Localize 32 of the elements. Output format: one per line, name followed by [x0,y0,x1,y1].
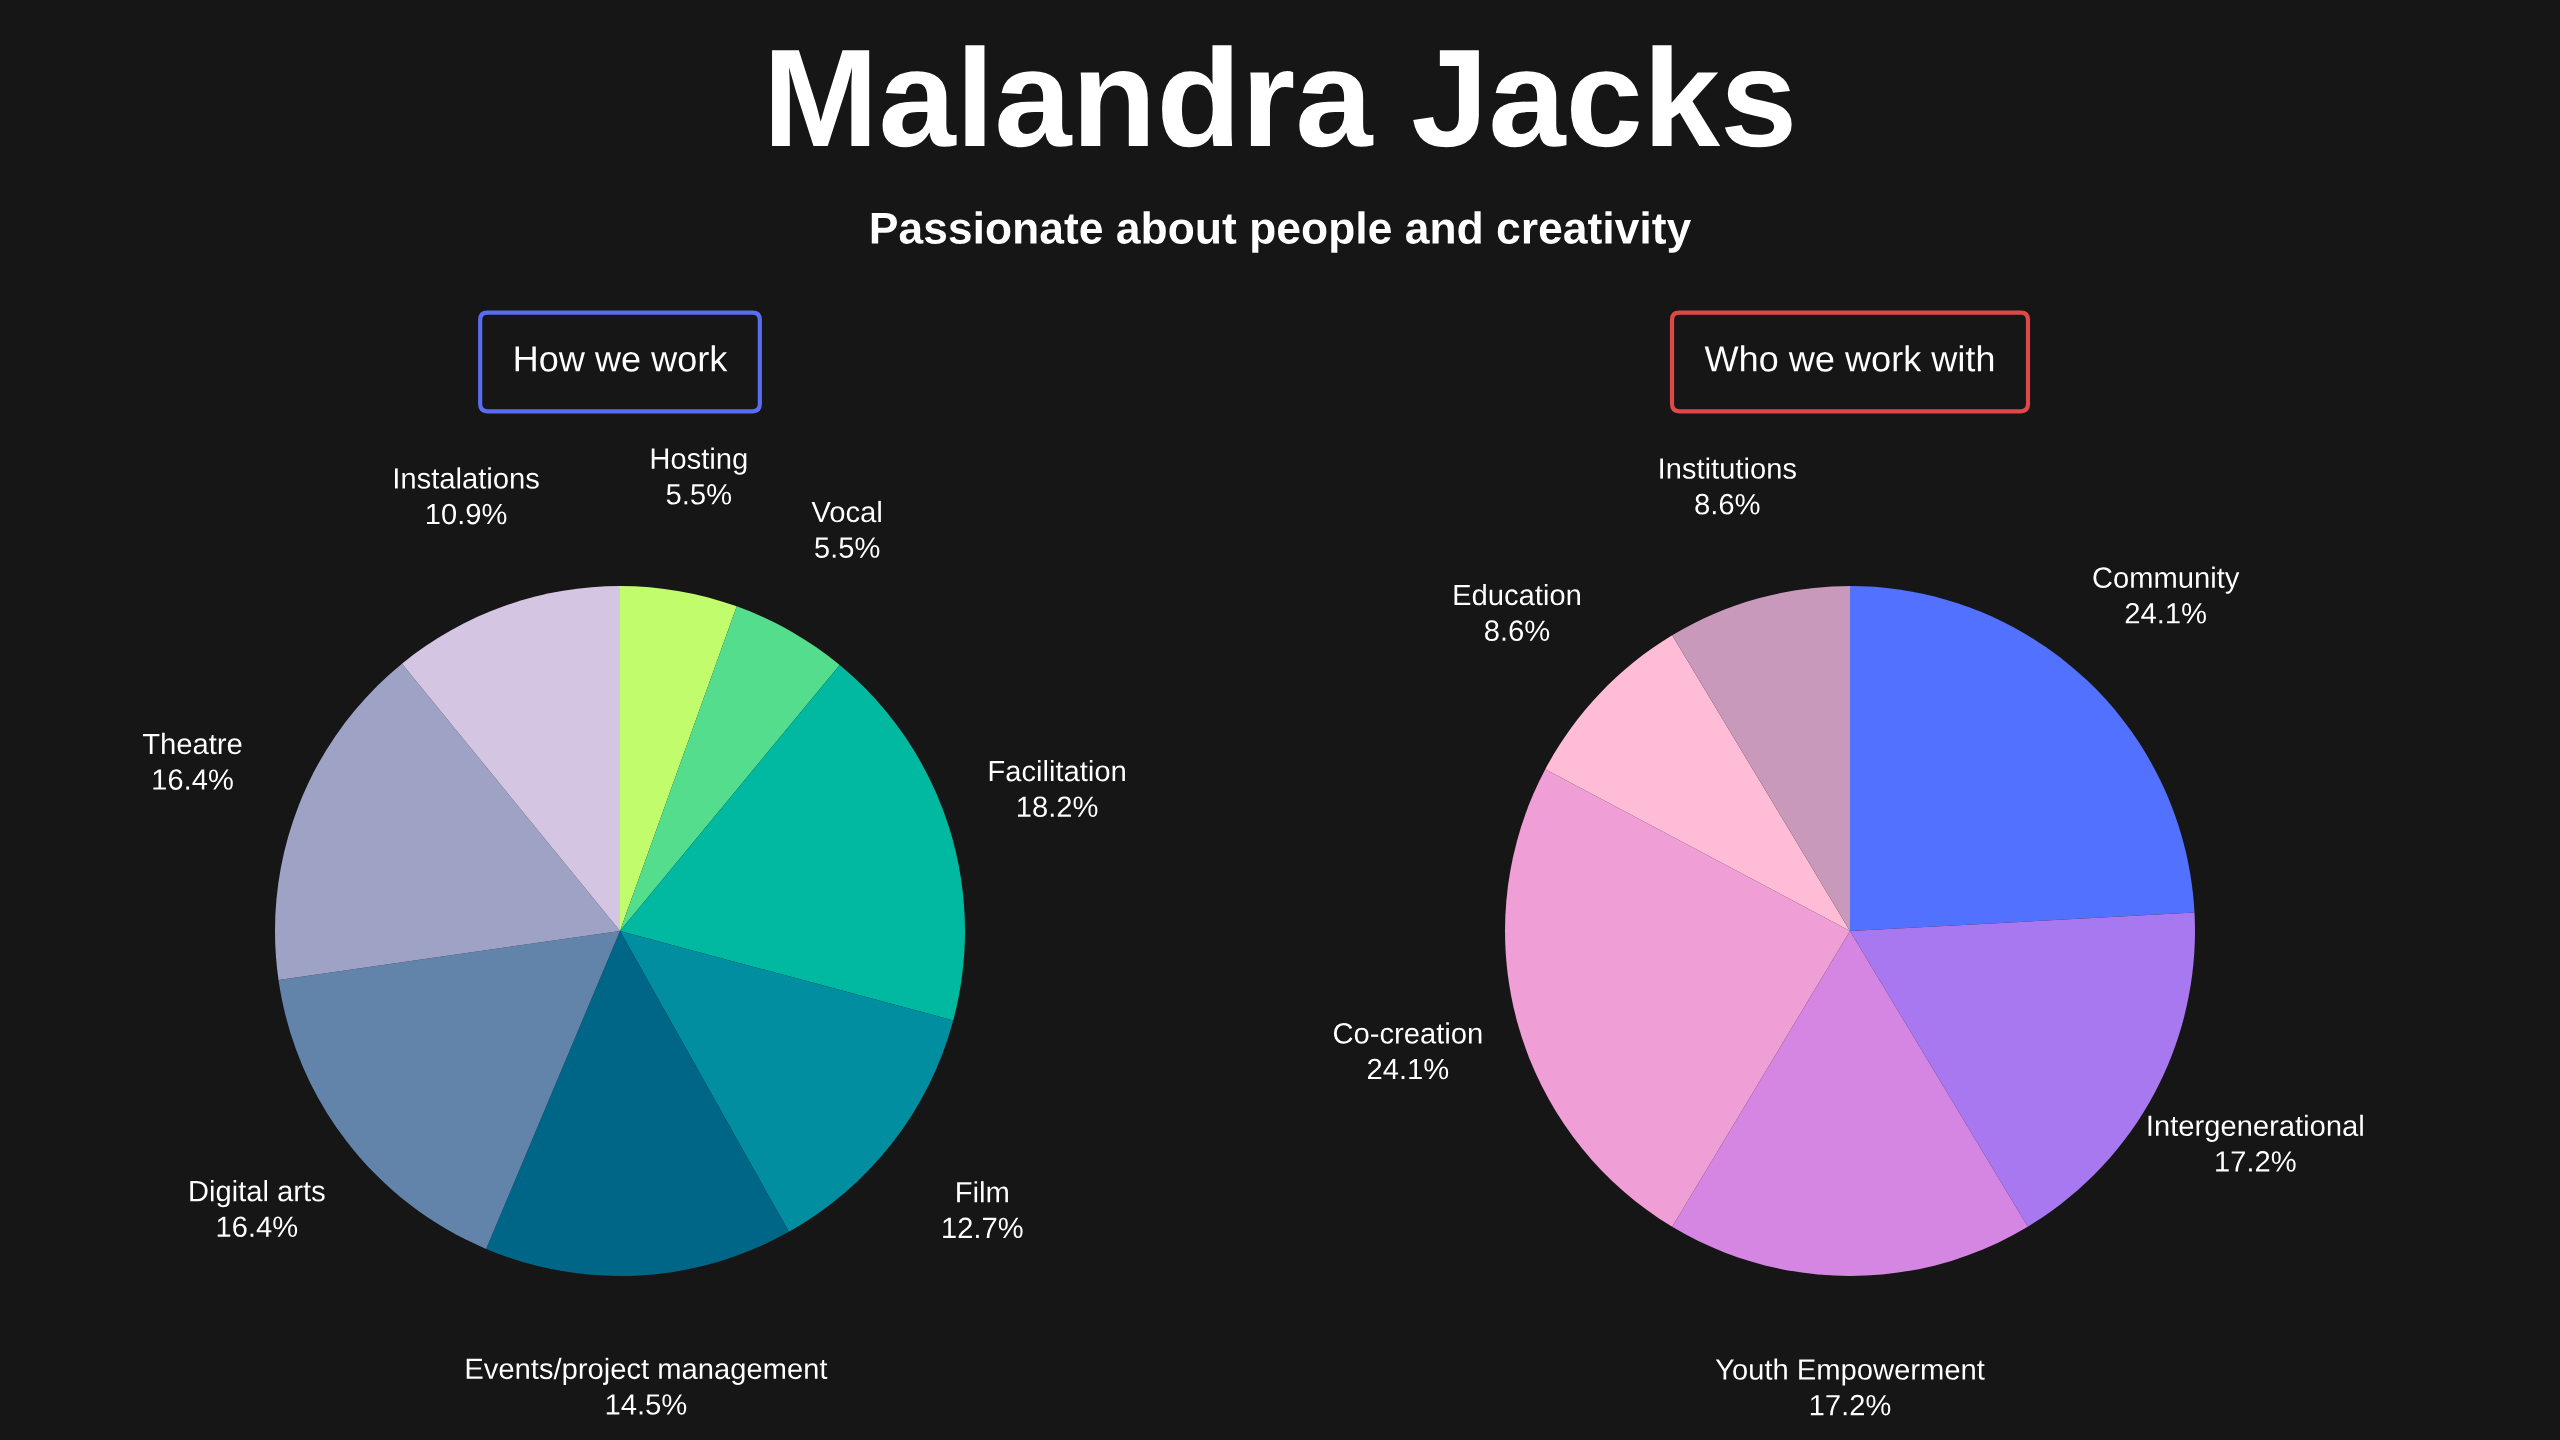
slice-label: Community [2093,566,2240,594]
chart-title: How we work [515,345,728,372]
data-label: 17.2% [1810,1394,1891,1416]
data-label: 10.9% [426,503,507,525]
slice-label: Film [957,1181,1008,1203]
slice-label: Institutions [1660,457,1796,479]
data-label: 14.5% [606,1394,687,1415]
slice-label: Instalations [395,467,539,489]
data-label: 5.5% [815,537,880,558]
data-label: 8.6% [1695,493,1760,515]
chart-title: Who we work with [1704,345,1994,372]
slice-label: Co-creation [1333,1022,1482,1044]
data-label: 5.5% [666,484,732,505]
data-label: 18.2% [1017,796,1098,818]
data-label: 12.7% [943,1217,1023,1239]
data-label: 24.1% [1367,1058,1449,1080]
data-label: 8.6% [1485,620,1550,641]
slice-label: Digital arts [190,1180,325,1208]
slice-label: Education [1454,583,1580,606]
data-label: 16.4% [217,1216,298,1238]
slice-label: Hosting [651,447,747,475]
slice-label: Theatre [142,732,242,755]
data-label: 16.4% [153,769,233,790]
text: Passionate about people and creativity [871,211,1692,253]
slice-label: Facilitation [989,759,1125,782]
text: Malandra Jacks [772,45,1792,148]
data-label: 17.2% [2216,1151,2296,1172]
data-label: 24.1% [2125,602,2206,624]
slice-label: Intergenerational [2148,1114,2363,1142]
slice-label: Vocal [811,500,881,523]
slice-label: Youth Empowerment [1715,1358,1985,1386]
slice-label: Events/project management [466,1357,828,1385]
